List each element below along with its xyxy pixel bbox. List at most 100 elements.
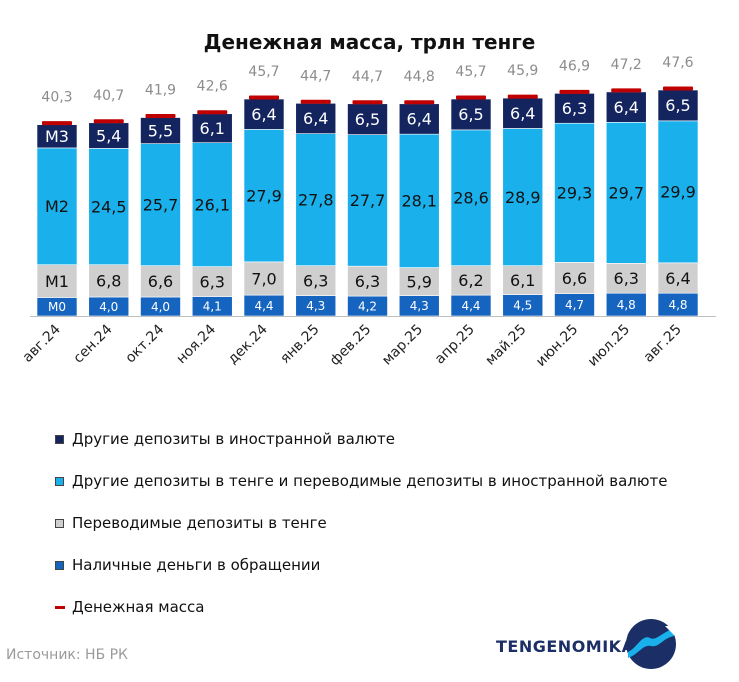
bar-segment-m3	[657, 89, 699, 122]
total-label: 40,3	[41, 90, 72, 106]
data-label-m1: 5,9	[407, 272, 432, 291]
bar-segment-m3	[502, 97, 544, 129]
data-label-m0: 4,0	[99, 300, 118, 314]
data-label-m0: 4,0	[151, 300, 170, 314]
data-label-m2: 28,1	[401, 192, 437, 211]
x-tick-label: фев.25	[327, 322, 374, 369]
bar-segment-m1	[36, 264, 78, 298]
data-label-m2: 25,7	[143, 195, 179, 214]
data-label-m3: 6,4	[303, 109, 328, 128]
data-label-m3: 6,1	[200, 119, 225, 138]
x-tick-label: янв.25	[277, 322, 322, 367]
x-tick-label: ноя.24	[174, 321, 220, 367]
legend-label-money-supply: Денежная масса	[72, 598, 205, 616]
legend-label-transferable-deposits: Переводимые депозиты в тенге	[72, 514, 327, 532]
data-label-m0: 4,3	[306, 299, 325, 313]
legend-item-transferable-deposits: Переводимые депозиты в тенге	[55, 502, 667, 544]
tengenomika-logo-icon	[626, 619, 676, 669]
bar-segment-m2	[605, 121, 647, 264]
total-marker	[404, 100, 435, 105]
data-label-m1: М1	[45, 272, 69, 291]
x-tick-label: окт.24	[122, 321, 167, 366]
data-label-m3: 6,4	[251, 105, 276, 124]
x-tick-label: мар.25	[379, 322, 426, 369]
total-label: 44,7	[300, 68, 331, 84]
legend-item-other-deposits: Другие депозиты в тенге и переводимые де…	[55, 460, 667, 502]
stacked-bar-chart: М0 М1 М2 М3 40,3 авг.24 4,0 6,8 24,5 5,4 40,7 сен.2…	[20, 55, 716, 370]
total-label: 45,7	[248, 64, 279, 80]
bar-segment-m3	[605, 91, 647, 123]
data-label-m0: 4,4	[461, 299, 480, 313]
legend-swatch-cash	[55, 560, 64, 570]
total-label: 45,7	[455, 64, 486, 80]
total-label: 44,8	[404, 69, 435, 85]
total-label: 47,2	[611, 57, 642, 73]
data-label-m3: М3	[45, 127, 69, 146]
data-label-m0: 4,3	[410, 299, 429, 313]
data-label-m2: 27,8	[298, 190, 334, 209]
data-label-m3: 5,5	[148, 121, 173, 140]
bar-segment-m2	[36, 147, 78, 266]
data-label-m1: 6,6	[148, 272, 173, 291]
data-label-m1: 6,6	[562, 269, 587, 288]
data-label-m3: 6,5	[665, 96, 690, 115]
data-label-m0: 4,8	[668, 298, 687, 312]
bar-segment-m3	[554, 93, 595, 124]
legend-item-cash: Наличные деньги в обращении	[55, 544, 667, 586]
data-label-m0: 4,1	[203, 300, 222, 314]
x-tick-label: сен.24	[71, 321, 116, 366]
legend-item-money-supply: Денежная масса	[55, 586, 667, 628]
legend-swatch-foreign-deposits	[55, 434, 64, 444]
x-tick-label: дек.24	[225, 321, 271, 367]
chart-title: Денежная масса, трлн тенге	[203, 30, 536, 54]
total-marker	[42, 121, 72, 126]
total-label: 42,6	[197, 79, 228, 95]
data-label-m3: 6,5	[458, 105, 483, 124]
bar-segment-m2	[502, 128, 544, 266]
data-label-m2: 28,6	[453, 189, 489, 208]
bar-segment-m3	[140, 117, 181, 144]
total-marker	[300, 99, 331, 104]
x-tick-label: июн.25	[533, 322, 581, 370]
legend: Другие депозиты в иностранной валюте Дру…	[55, 418, 667, 628]
legend-label-other-deposits: Другие депозиты в тенге и переводимые де…	[72, 472, 668, 490]
bar-segment-m1	[450, 265, 492, 296]
total-marker	[507, 94, 538, 99]
bar-segment-m2	[554, 122, 595, 263]
bar-segment-m3	[191, 113, 233, 144]
total-label: 47,6	[662, 55, 693, 71]
bar-segment-m3	[295, 102, 337, 134]
bar-segment-m2	[398, 133, 440, 268]
data-label-m2: 29,9	[660, 183, 696, 202]
data-label-m1: 6,3	[303, 271, 328, 290]
total-label: 45,9	[507, 63, 538, 79]
total-marker	[663, 86, 693, 91]
legend-label-foreign-deposits: Другие депозиты в иностранной валюте	[72, 430, 395, 448]
total-label: 40,7	[93, 88, 124, 104]
total-marker	[197, 110, 228, 115]
total-marker	[611, 88, 642, 93]
data-label-m1: 6,3	[200, 272, 225, 291]
total-marker	[249, 95, 279, 100]
data-label-m1: 6,8	[96, 272, 121, 291]
bar-segment-m1	[605, 262, 647, 294]
bar-segment-m1	[657, 262, 699, 294]
data-label-m1: 7,0	[251, 269, 276, 288]
data-label-m3: 5,4	[96, 126, 121, 145]
total-label: 46,9	[559, 58, 590, 74]
total-label: 41,9	[145, 83, 176, 99]
data-label-m2: 28,9	[505, 188, 541, 207]
data-label-m3: 6,3	[562, 99, 587, 118]
data-label-m3: 6,4	[407, 110, 432, 129]
data-label-m2: М2	[45, 197, 69, 216]
bar-segment-m1	[295, 265, 337, 296]
bar-segment-m3	[243, 98, 285, 130]
total-marker	[352, 100, 383, 105]
total-marker	[559, 89, 590, 94]
total-marker	[93, 119, 124, 124]
legend-item-foreign-deposits: Другие депозиты в иностранной валюте	[55, 418, 667, 460]
data-label-m2: 29,3	[557, 184, 593, 203]
data-label-m0: М0	[48, 300, 66, 314]
data-label-m0: 4,5	[513, 299, 532, 313]
total-marker	[456, 95, 486, 100]
